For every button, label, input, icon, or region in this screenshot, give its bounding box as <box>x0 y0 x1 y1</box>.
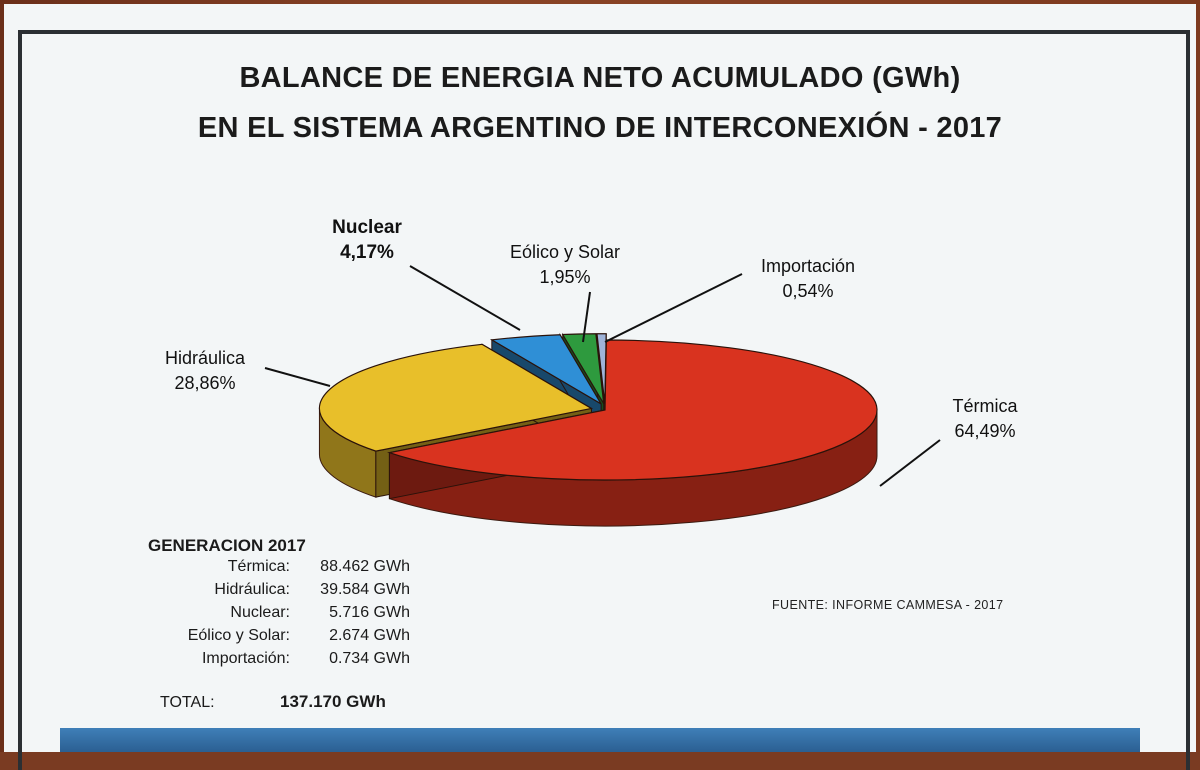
leader-line-nuclear <box>409 265 521 331</box>
generation-row-label: Eólico y Solar: <box>187 627 290 644</box>
slice-percent-importaci-n: 0,54% <box>782 281 833 301</box>
leader-line-t-rmica <box>879 439 941 487</box>
pie-slice-hidr-ulica <box>318 343 594 452</box>
chart-title-line2: EN EL SISTEMA ARGENTINO DE INTERCONEXIÓN… <box>197 112 1003 144</box>
pie-slice-t-rmica <box>387 339 878 481</box>
generation-row-value: 0.734 GWh <box>329 650 410 667</box>
slice-name-importaci-n: Importación <box>761 256 855 276</box>
pie-slice-importaci-n <box>596 333 607 404</box>
generation-row-label: Térmica: <box>227 558 290 575</box>
generation-title: GENERACION 2017 <box>148 536 306 555</box>
leader-line-hidr-ulica <box>264 367 331 387</box>
poster-border <box>18 30 1190 770</box>
source-note: FUENTE: INFORME CAMMESA - 2017 <box>772 598 1004 612</box>
slice-percent-t-rmica: 64,49% <box>954 421 1015 441</box>
generation-row-label: Nuclear: <box>230 604 290 621</box>
generation-row-label: Importación: <box>201 650 290 667</box>
leader-line-importaci-n <box>604 273 743 343</box>
generation-row-value: 39.584 GWh <box>320 581 410 598</box>
slice-name-hidr-ulica: Hidráulica <box>165 348 246 368</box>
pie-slice-e-lico-y-solar <box>561 333 605 405</box>
total-value: 137.170 GWh <box>280 692 386 711</box>
total-label: TOTAL: <box>160 694 215 711</box>
pie-slice-nuclear <box>489 334 602 405</box>
slice-percent-hidr-ulica: 28,86% <box>174 373 235 393</box>
slice-percent-nuclear: 4,17% <box>340 242 394 263</box>
footer-band <box>60 728 1140 752</box>
chart-title-line1: BALANCE DE ENERGIA NETO ACUMULADO (GWh) <box>239 62 961 94</box>
slice-name-nuclear: Nuclear <box>332 217 402 238</box>
generation-row-value: 88.462 GWh <box>320 558 410 575</box>
generation-row-value: 2.674 GWh <box>329 627 410 644</box>
generation-row-label: Hidráulica: <box>214 581 290 598</box>
slice-name-t-rmica: Térmica <box>952 396 1018 416</box>
pie-chart: Térmica 64,49% Hidráulica 28,86% Nuclear 4,17… <box>165 217 1018 527</box>
slice-name-e-lico-y-solar: Eólico y Solar <box>510 242 620 262</box>
slice-percent-e-lico-y-solar: 1,95% <box>539 267 590 287</box>
leader-line-e-lico-y-solar <box>582 291 591 343</box>
generation-row-value: 5.716 GWh <box>329 604 410 621</box>
